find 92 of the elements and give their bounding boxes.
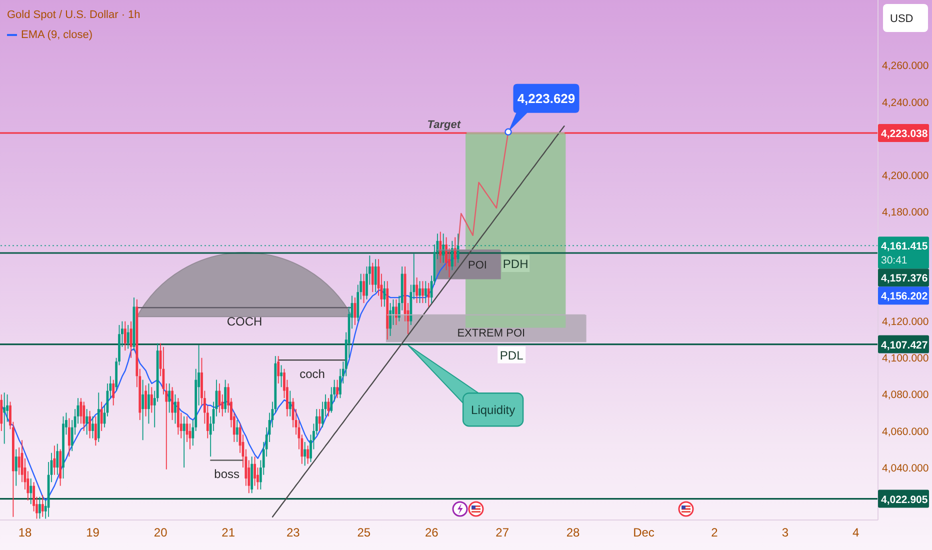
ref-line-label: 4,157.376 bbox=[881, 272, 928, 285]
y-tick-label: 4,200.000 bbox=[882, 170, 929, 182]
candlestick bbox=[126, 324, 130, 350]
x-tick-label: 20 bbox=[154, 526, 168, 540]
annotation: coch bbox=[300, 367, 325, 382]
x-tick-label: 4 bbox=[852, 526, 860, 540]
annotation: Target bbox=[427, 118, 462, 131]
candlestick bbox=[92, 416, 94, 439]
y-tick-label: 4,100.000 bbox=[882, 352, 929, 365]
candlestick bbox=[395, 298, 398, 326]
candlestick bbox=[150, 386, 153, 414]
annotation: 4,223.629 bbox=[517, 90, 576, 106]
annotation: COCH bbox=[226, 314, 262, 329]
x-tick-label: 21 bbox=[222, 526, 236, 540]
ref-line-label: 4,223.038 bbox=[881, 128, 928, 140]
candlestick bbox=[94, 416, 97, 446]
candlestick bbox=[374, 258, 377, 293]
y-tick-label: 4,040.000 bbox=[882, 462, 929, 474]
candlestick bbox=[142, 379, 144, 441]
annotation: boss bbox=[214, 467, 240, 482]
candlestick bbox=[236, 420, 238, 442]
candlestick bbox=[362, 273, 365, 304]
y-tick-label: 4,260.000 bbox=[882, 60, 929, 72]
y-tick-label: 4,240.000 bbox=[882, 96, 929, 109]
candlestick bbox=[418, 280, 421, 304]
text: 30:41 bbox=[881, 254, 908, 267]
x-tick-label: 3 bbox=[782, 526, 789, 540]
x-tick-label: 19 bbox=[86, 526, 100, 540]
candlestick bbox=[144, 384, 147, 417]
x-tick-label: 26 bbox=[424, 526, 439, 540]
candlestick bbox=[416, 277, 418, 304]
x-tick-label: 2 bbox=[711, 526, 718, 540]
candlestick bbox=[254, 456, 256, 486]
candlestick bbox=[280, 364, 282, 388]
candlestick bbox=[318, 408, 321, 432]
candlestick bbox=[439, 231, 442, 264]
legend-label: EMA (9, close) bbox=[21, 28, 93, 40]
candlestick bbox=[41, 494, 44, 518]
candlestick bbox=[53, 445, 56, 476]
text: Gold Spot / U.S. Dollar · 1h bbox=[7, 9, 140, 21]
x-tick-label: 28 bbox=[566, 526, 580, 540]
candlestick bbox=[288, 390, 292, 417]
candlestick bbox=[30, 478, 32, 505]
candlestick bbox=[422, 280, 424, 304]
candlestick bbox=[56, 443, 59, 476]
candlestick bbox=[86, 408, 88, 436]
candlestick bbox=[68, 418, 70, 458]
x-tick-label: 25 bbox=[357, 526, 371, 540]
text: 4,156.202 bbox=[881, 290, 928, 303]
y-tick-label: 4,060.000 bbox=[882, 426, 929, 438]
candlestick bbox=[306, 445, 310, 464]
candlestick bbox=[100, 401, 103, 432]
candlestick bbox=[218, 383, 221, 414]
x-tick-label: Dec bbox=[633, 526, 654, 540]
candlestick bbox=[38, 496, 41, 520]
candlestick bbox=[112, 379, 115, 406]
candlestick bbox=[0, 394, 3, 432]
candlestick bbox=[224, 379, 227, 414]
candlestick bbox=[383, 280, 386, 308]
candlestick bbox=[3, 392, 6, 444]
y-tick-label: 4,180.000 bbox=[882, 206, 929, 218]
annotation: Liquidity bbox=[471, 403, 516, 418]
annotation: EXTREM POI bbox=[457, 328, 526, 340]
annotation: POI bbox=[468, 260, 487, 272]
candlestick bbox=[389, 302, 392, 336]
candlestick bbox=[124, 320, 126, 352]
y-tick-label: 4,080.000 bbox=[882, 389, 929, 402]
x-tick-label: 18 bbox=[18, 526, 32, 540]
candlestick bbox=[327, 398, 330, 417]
ref-line-label: 4,022.905 bbox=[881, 494, 928, 506]
candlestick bbox=[304, 442, 306, 466]
candlestick bbox=[182, 416, 186, 468]
y-axis-title: USD bbox=[890, 13, 914, 25]
candlestick bbox=[277, 356, 280, 384]
candlestick bbox=[454, 236, 456, 267]
x-tick-label: 27 bbox=[496, 526, 510, 540]
candlestick bbox=[336, 379, 338, 399]
candlestick bbox=[14, 448, 18, 486]
candlestick bbox=[148, 383, 150, 424]
candlestick bbox=[424, 280, 427, 304]
candlestick bbox=[88, 410, 91, 439]
candlestick bbox=[168, 383, 171, 414]
ref-line-label: 4,107.427 bbox=[881, 339, 928, 352]
y-tick-label: 4,120.000 bbox=[882, 316, 929, 328]
candlestick bbox=[174, 394, 176, 424]
ref-line-label: 4,161.415 bbox=[881, 240, 928, 253]
x-tick-label: 23 bbox=[286, 526, 300, 540]
candlestick bbox=[427, 282, 430, 308]
candlestick bbox=[371, 262, 374, 293]
candlestick bbox=[171, 386, 174, 420]
candlestick bbox=[18, 446, 20, 476]
candlestick bbox=[82, 401, 86, 432]
